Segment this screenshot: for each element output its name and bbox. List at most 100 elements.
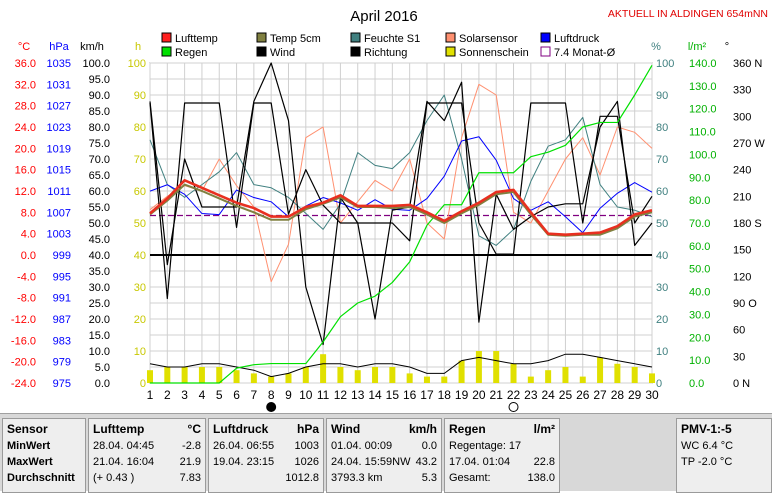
sun-bar-day-14: [372, 367, 379, 383]
press-axis-tick: 1035: [47, 58, 71, 70]
sun-bar-day-12: [337, 367, 344, 383]
legend-label: Solarsensor: [459, 33, 518, 45]
rain-axis-tick: 10.0: [689, 355, 710, 367]
temp-axis-tick: 36.0: [15, 58, 36, 70]
legend-label: Temp 5cm: [270, 33, 321, 45]
press-axis-tick: 1007: [47, 207, 71, 219]
wind-axis-tick: 30.0: [89, 282, 110, 294]
sun-bar-day-10: [302, 367, 309, 383]
stats-wind-avg: 5.3: [421, 472, 437, 484]
temp-axis-tick: 4.0: [21, 229, 36, 241]
legend-swatch: [256, 32, 267, 43]
sun-axis-tick: 50: [134, 218, 146, 230]
station-label: AKTUELL IN ALDINGEN 654mNN: [608, 8, 768, 20]
temp-axis-tick: -24.0: [11, 378, 36, 390]
sun-bar-day-23: [527, 376, 534, 383]
sun-bar-day-15: [389, 367, 396, 383]
sun-bar-day-11: [320, 354, 327, 383]
hum-axis-tick: 100: [656, 58, 674, 70]
stats-wind-box: Wind km/h 01.04. 00:09 0.0 24.04. 15:59N…: [326, 418, 442, 493]
sun-axis-tick: 60: [134, 186, 146, 198]
wind-line: [149, 62, 653, 346]
rain-axis-tick: 90.0: [689, 172, 710, 184]
dir-axis-label: °: [725, 41, 729, 53]
legend-swatch: [445, 46, 456, 57]
x-tick-label: 18: [438, 388, 452, 402]
stats-sensor-head: Sensor: [7, 422, 48, 436]
sun-bar-day-13: [354, 370, 361, 383]
stats-wind-min-time: 01.04. 00:09: [331, 440, 393, 452]
x-tick-label: 21: [490, 388, 504, 402]
legend-label: Feuchte S1: [364, 33, 420, 45]
stats-lufttemp-min: -2.8: [182, 440, 201, 452]
weather-chart: 1 2 3 4 5 6 7 8 9 10 11 12 13 14 15 16 17 18 19 20 21 22 23 24 2…: [11, 8, 768, 412]
sun-max-line: [149, 353, 653, 378]
stats-lufttemp-max-time: 21.04. 16:04: [93, 456, 155, 468]
temp-axis-tick: 0.0: [21, 250, 36, 262]
x-tick-label: 3: [181, 388, 188, 402]
x-tick-label: 1: [147, 388, 154, 402]
stats-luftdruck-box: Luftdruck hPa 26.04. 06:55 1003 19.04. 2…: [208, 418, 324, 493]
rain-axis-label: l/m²: [688, 41, 707, 53]
x-tick-label: 13: [351, 388, 365, 402]
hum-axis-tick: 70: [656, 154, 668, 166]
sun-bar-day-24: [545, 370, 552, 383]
temp-axis-tick: 24.0: [15, 122, 36, 134]
x-tick-label: 30: [645, 388, 659, 402]
x-tick-label: 10: [299, 388, 313, 402]
legend-label: Lufttemp: [175, 33, 218, 45]
press-axis-tick: 1031: [47, 79, 71, 91]
x-tick-label: 7: [251, 388, 258, 402]
press-axis-tick: 1015: [47, 165, 71, 177]
wind-axis-tick: 90.0: [89, 90, 110, 102]
wind-axis-tick: 100.0: [82, 58, 110, 70]
hum-axis-label: %: [651, 41, 661, 53]
sun-axis-tick: 90: [134, 90, 146, 102]
stats-regen-total-label: Gesamt:: [449, 472, 491, 484]
stats-regen-max: 22.8: [533, 456, 555, 468]
legend-swatch: [540, 32, 551, 43]
rain-axis-tick: 130.0: [689, 81, 717, 93]
rain-axis-tick: 80.0: [689, 195, 710, 207]
sun-bar-day-26: [579, 376, 586, 383]
dir-axis-tick: 150: [733, 245, 751, 257]
sun-axis-tick: 70: [134, 154, 146, 166]
wind-axis-tick: 0.0: [95, 378, 110, 390]
sun-bar-day-20: [475, 351, 482, 383]
hum-axis-tick: 20: [656, 314, 668, 326]
dir-axis-tick: 180 S: [733, 218, 762, 230]
rain-axis-tick: 70.0: [689, 218, 710, 230]
x-tick-label: 26: [576, 388, 590, 402]
stats-wind-max: 43.2: [415, 456, 437, 468]
stats-lufttemp-box: Lufttemp °C 28.04. 04:45 -2.8 21.04. 16:…: [88, 418, 206, 493]
x-tick-label: 8: [268, 388, 275, 402]
rain-axis-tick: 120.0: [689, 104, 717, 116]
dir-axis-tick: 270 W: [733, 138, 765, 150]
press-axis-tick: 975: [53, 378, 71, 390]
stats-wind-head: Wind: [331, 422, 361, 436]
x-tick-label: 15: [386, 388, 400, 402]
x-tick-label: 5: [216, 388, 223, 402]
temp-axis-tick: -20.0: [11, 357, 36, 369]
legend-swatch: [540, 46, 551, 57]
press-axis-tick: 995: [53, 271, 71, 283]
hum-axis-tick: 30: [656, 282, 668, 294]
regen-line: [150, 64, 653, 384]
wind-axis-tick: 95.0: [89, 74, 110, 86]
stats-luftdruck-unit: hPa: [296, 422, 319, 436]
stats-pmv-box: PMV-1:-5 WC 6.4 °C TP -2.0 °C: [676, 418, 772, 493]
hum-axis-tick: 40: [656, 250, 668, 262]
stats-regen-total: 138.0: [527, 472, 555, 484]
sun-axis-tick: 10: [134, 346, 146, 358]
temp-axis-tick: -4.0: [17, 271, 36, 283]
sun-axis-tick: 100: [128, 58, 146, 70]
wind-axis-tick: 40.0: [89, 250, 110, 262]
temp-axis-tick: -8.0: [17, 293, 36, 305]
stats-wind-min: 0.0: [421, 440, 437, 452]
sun-bar-day-17: [423, 376, 430, 383]
press-axis-tick: 979: [53, 357, 71, 369]
x-tick-label: 23: [524, 388, 538, 402]
wind-axis-tick: 20.0: [89, 314, 110, 326]
legend-swatch: [161, 32, 172, 43]
